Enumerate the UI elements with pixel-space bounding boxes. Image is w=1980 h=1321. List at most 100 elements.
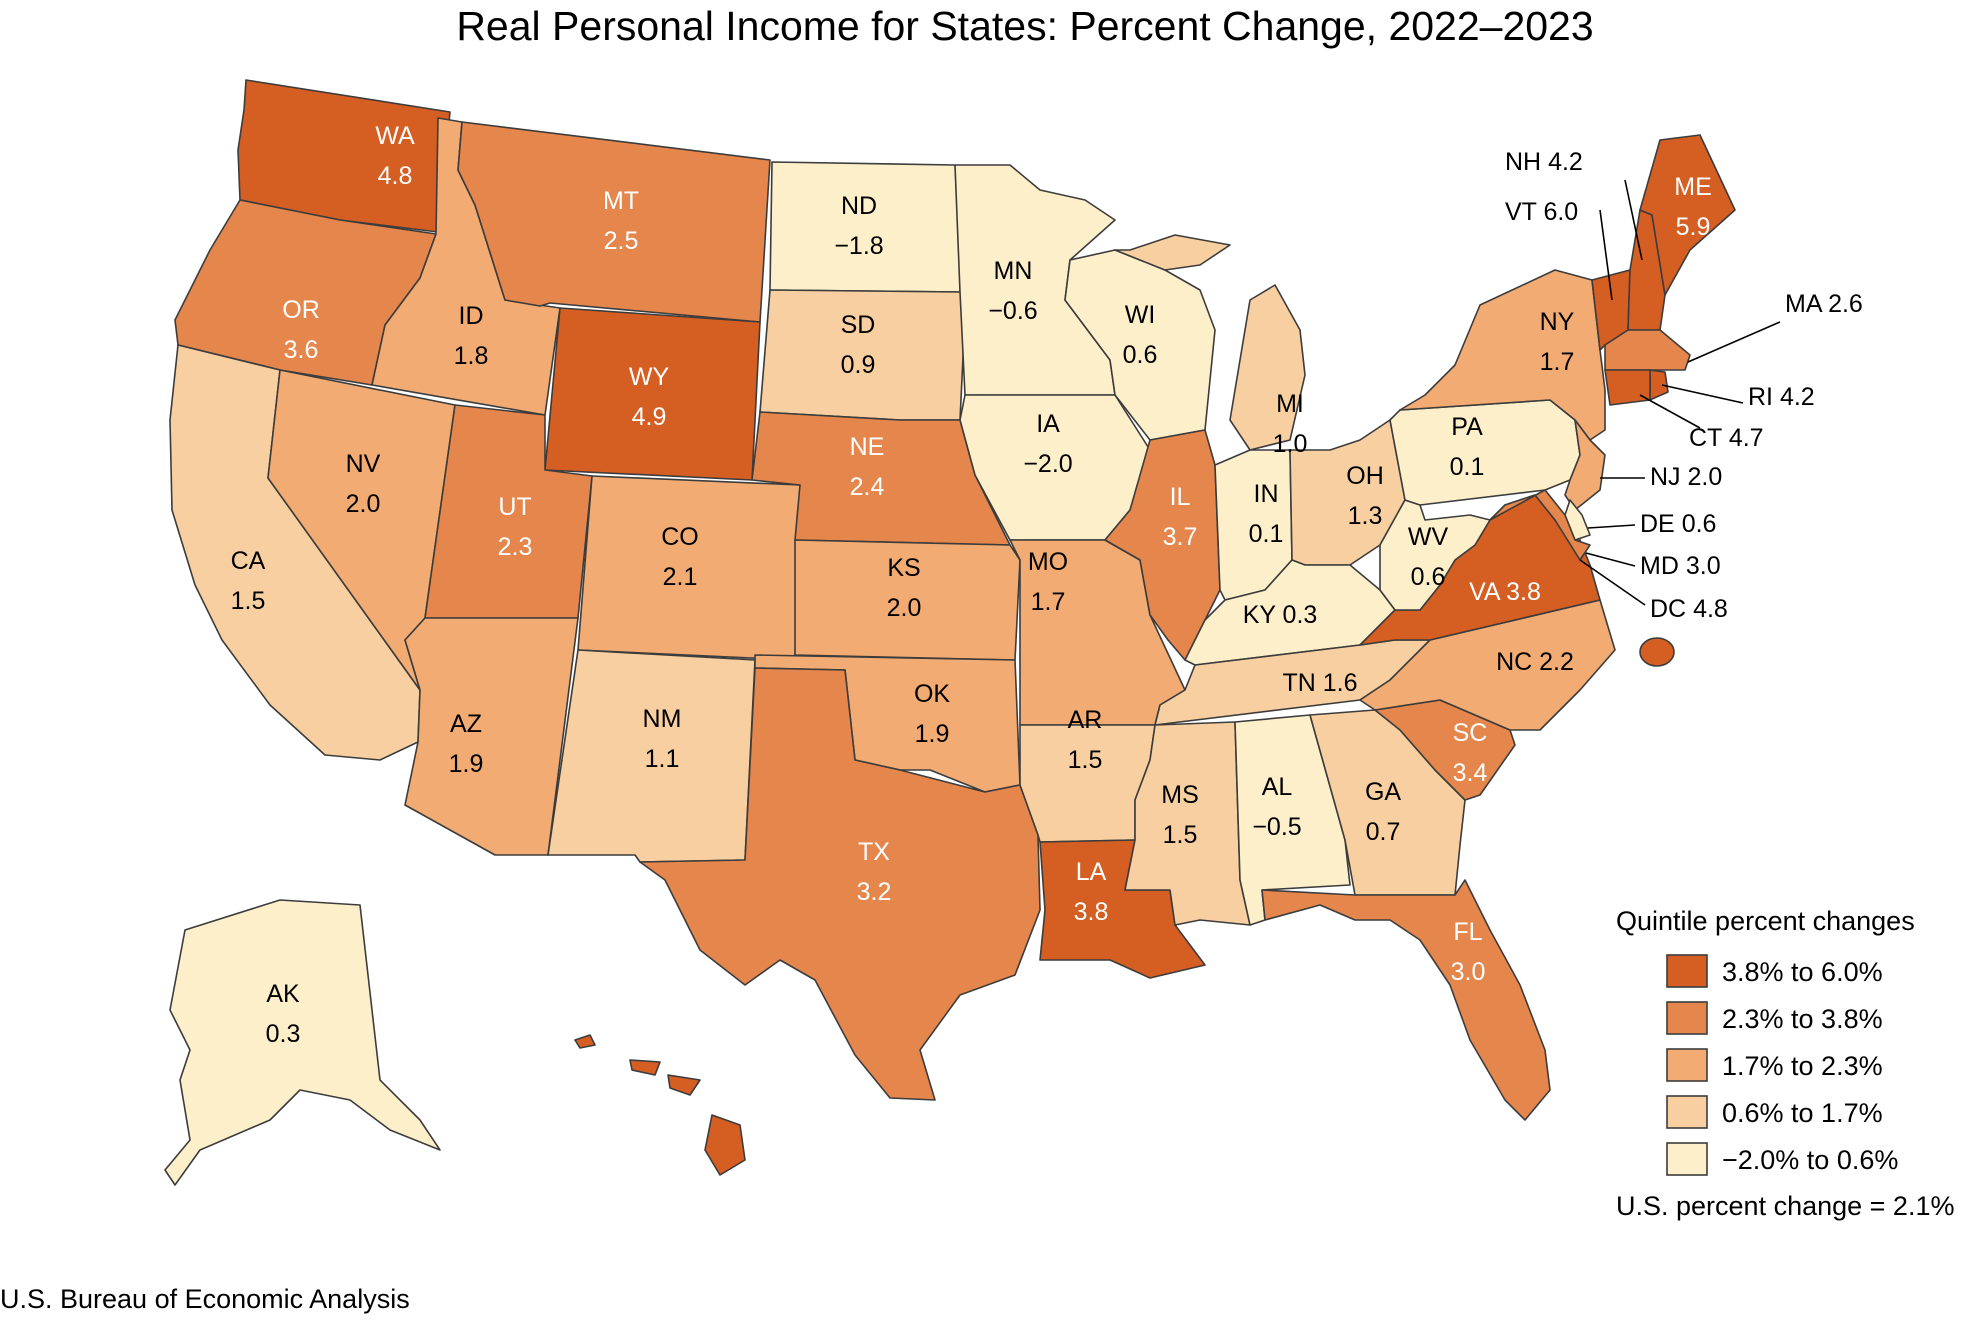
state-abbr-fl: FL [1453, 918, 1482, 946]
state-ma [1604, 329, 1691, 371]
state-value-in: 0.1 [1249, 520, 1284, 548]
state-value-ky: 0.3 [1283, 601, 1318, 629]
state-abbr-pa: PA [1451, 413, 1483, 441]
state-value-fl: 3.0 [1451, 958, 1486, 986]
state-label-vt: VT 6.0 [1505, 198, 1578, 226]
us-percent-change-note: U.S. percent change = 2.1% [1616, 1191, 1954, 1221]
state-abbr-nd: ND [841, 192, 877, 220]
leader-line-dc [1579, 559, 1646, 606]
state-value-pa: 0.1 [1450, 453, 1485, 481]
legend-items: 3.8% to 6.0% 2.3% to 3.8% 1.7% to 2.3% 0.6%… [1666, 954, 1898, 1176]
legend-label-q2: 0.6% to 1.7% [1722, 1098, 1883, 1128]
state-value-ut: 2.3 [498, 533, 533, 561]
legend-swatch-q4 [1666, 1001, 1708, 1035]
state-abbr-az: AZ [450, 710, 482, 738]
state-value-oh: 1.3 [1348, 502, 1383, 530]
state-abbr-ar: AR [1068, 706, 1103, 734]
state-value-me: 5.9 [1676, 213, 1711, 241]
state-value-dc: 4.8 [1693, 595, 1728, 623]
state-value-mo: 1.7 [1031, 588, 1066, 616]
state-abbr-sd: SD [841, 311, 876, 339]
state-value-ri: 4.2 [1780, 383, 1815, 411]
state-abbr-ma: MA [1785, 290, 1823, 318]
state-wi [1064, 249, 1216, 441]
state-abbr-or: OR [282, 296, 320, 324]
legend: Quintile percent changes 3.8% to 6.0% 2.3… [1616, 906, 1954, 1221]
legend-swatch-q3 [1666, 1048, 1708, 1082]
state-abbr-in: IN [1254, 480, 1279, 508]
state-abbr-ks: KS [887, 554, 920, 582]
state-abbr-nv: NV [346, 450, 381, 478]
state-value-ma: 2.6 [1828, 290, 1863, 318]
state-value-ar: 1.5 [1068, 746, 1103, 774]
state-value-sd: 0.9 [841, 351, 876, 379]
state-mi [1114, 234, 1306, 451]
state-value-wy: 4.9 [632, 403, 667, 431]
state-value-tx: 3.2 [857, 878, 892, 906]
state-ks [794, 539, 1021, 661]
state-value-sc: 3.4 [1453, 759, 1488, 787]
state-il [1104, 429, 1221, 661]
state-label-nc: NC 2.2 [1496, 648, 1574, 676]
state-value-ca: 1.5 [231, 587, 266, 615]
state-az [404, 617, 579, 856]
state-abbr-ak: AK [266, 980, 300, 1008]
state-abbr-nj: NJ [1650, 463, 1681, 491]
state-abbr-wy: WY [629, 363, 670, 391]
legend-swatch-q2 [1666, 1095, 1708, 1129]
state-dc [1639, 637, 1675, 667]
state-abbr-al: AL [1262, 773, 1293, 801]
map-title: Real Personal Income for States: Percent… [456, 3, 1593, 49]
state-label-ma: MA 2.6 [1785, 290, 1863, 318]
state-abbr-ca: CA [231, 547, 266, 575]
state-mt [457, 121, 771, 323]
states-layer [164, 79, 1736, 1186]
state-wv [1379, 499, 1491, 611]
state-me [1639, 134, 1736, 296]
labels-layer: WA 4.8 OR 3.6 CA 1.5 ID 1.8 NV 2.0 MT 2.5 WY 4.9 UT 2.3… [231, 122, 1863, 1162]
state-value-wi: 0.6 [1123, 341, 1158, 369]
state-label-ky: KY 0.3 [1243, 601, 1318, 629]
state-abbr-ri: RI [1748, 383, 1773, 411]
state-abbr-ne: NE [850, 433, 885, 461]
state-label-nh: NH 4.2 [1505, 148, 1583, 176]
state-abbr-mt: MT [603, 187, 639, 215]
state-value-wv: 0.6 [1411, 563, 1446, 591]
state-abbr-wi: WI [1125, 301, 1156, 329]
legend-title: Quintile percent changes [1616, 906, 1915, 936]
state-abbr-ky: KY [1243, 601, 1277, 629]
state-abbr-md: MD [1640, 552, 1679, 580]
state-fl [1261, 879, 1551, 1121]
state-abbr-il: IL [1170, 483, 1191, 511]
state-wy [544, 307, 761, 481]
state-ct [1604, 369, 1651, 406]
state-value-or: 3.6 [284, 336, 319, 364]
leader-line-ri [1661, 384, 1744, 404]
state-value-ks: 2.0 [887, 594, 922, 622]
state-ak [164, 899, 441, 1186]
state-abbr-ms: MS [1161, 781, 1199, 809]
state-nc [1359, 599, 1616, 731]
state-abbr-wv: WV [1408, 523, 1449, 551]
state-abbr-nc: NC [1496, 648, 1532, 676]
state-abbr-oh: OH [1346, 462, 1384, 490]
state-abbr-ok: OK [914, 680, 950, 708]
state-label-dc: DC 4.8 [1650, 595, 1728, 623]
state-abbr-hi: HI [581, 1094, 606, 1122]
state-abbr-nm: NM [643, 705, 682, 733]
state-abbr-id: ID [459, 302, 484, 330]
legend-label-q1: −2.0% to 0.6% [1722, 1145, 1898, 1175]
state-abbr-mn: MN [994, 257, 1033, 285]
state-value-mn: −0.6 [988, 297, 1037, 325]
state-abbr-de: DE [1640, 510, 1675, 538]
state-tx [639, 667, 1041, 1101]
state-value-az: 1.9 [449, 750, 484, 778]
state-md [1489, 489, 1591, 561]
state-value-ga: 0.7 [1366, 818, 1401, 846]
state-abbr-sc: SC [1453, 719, 1488, 747]
state-abbr-dc: DC [1650, 595, 1686, 623]
state-abbr-mo: MO [1028, 548, 1068, 576]
state-value-va: 3.8 [1506, 578, 1541, 606]
state-label-ct: CT 4.7 [1689, 424, 1764, 452]
